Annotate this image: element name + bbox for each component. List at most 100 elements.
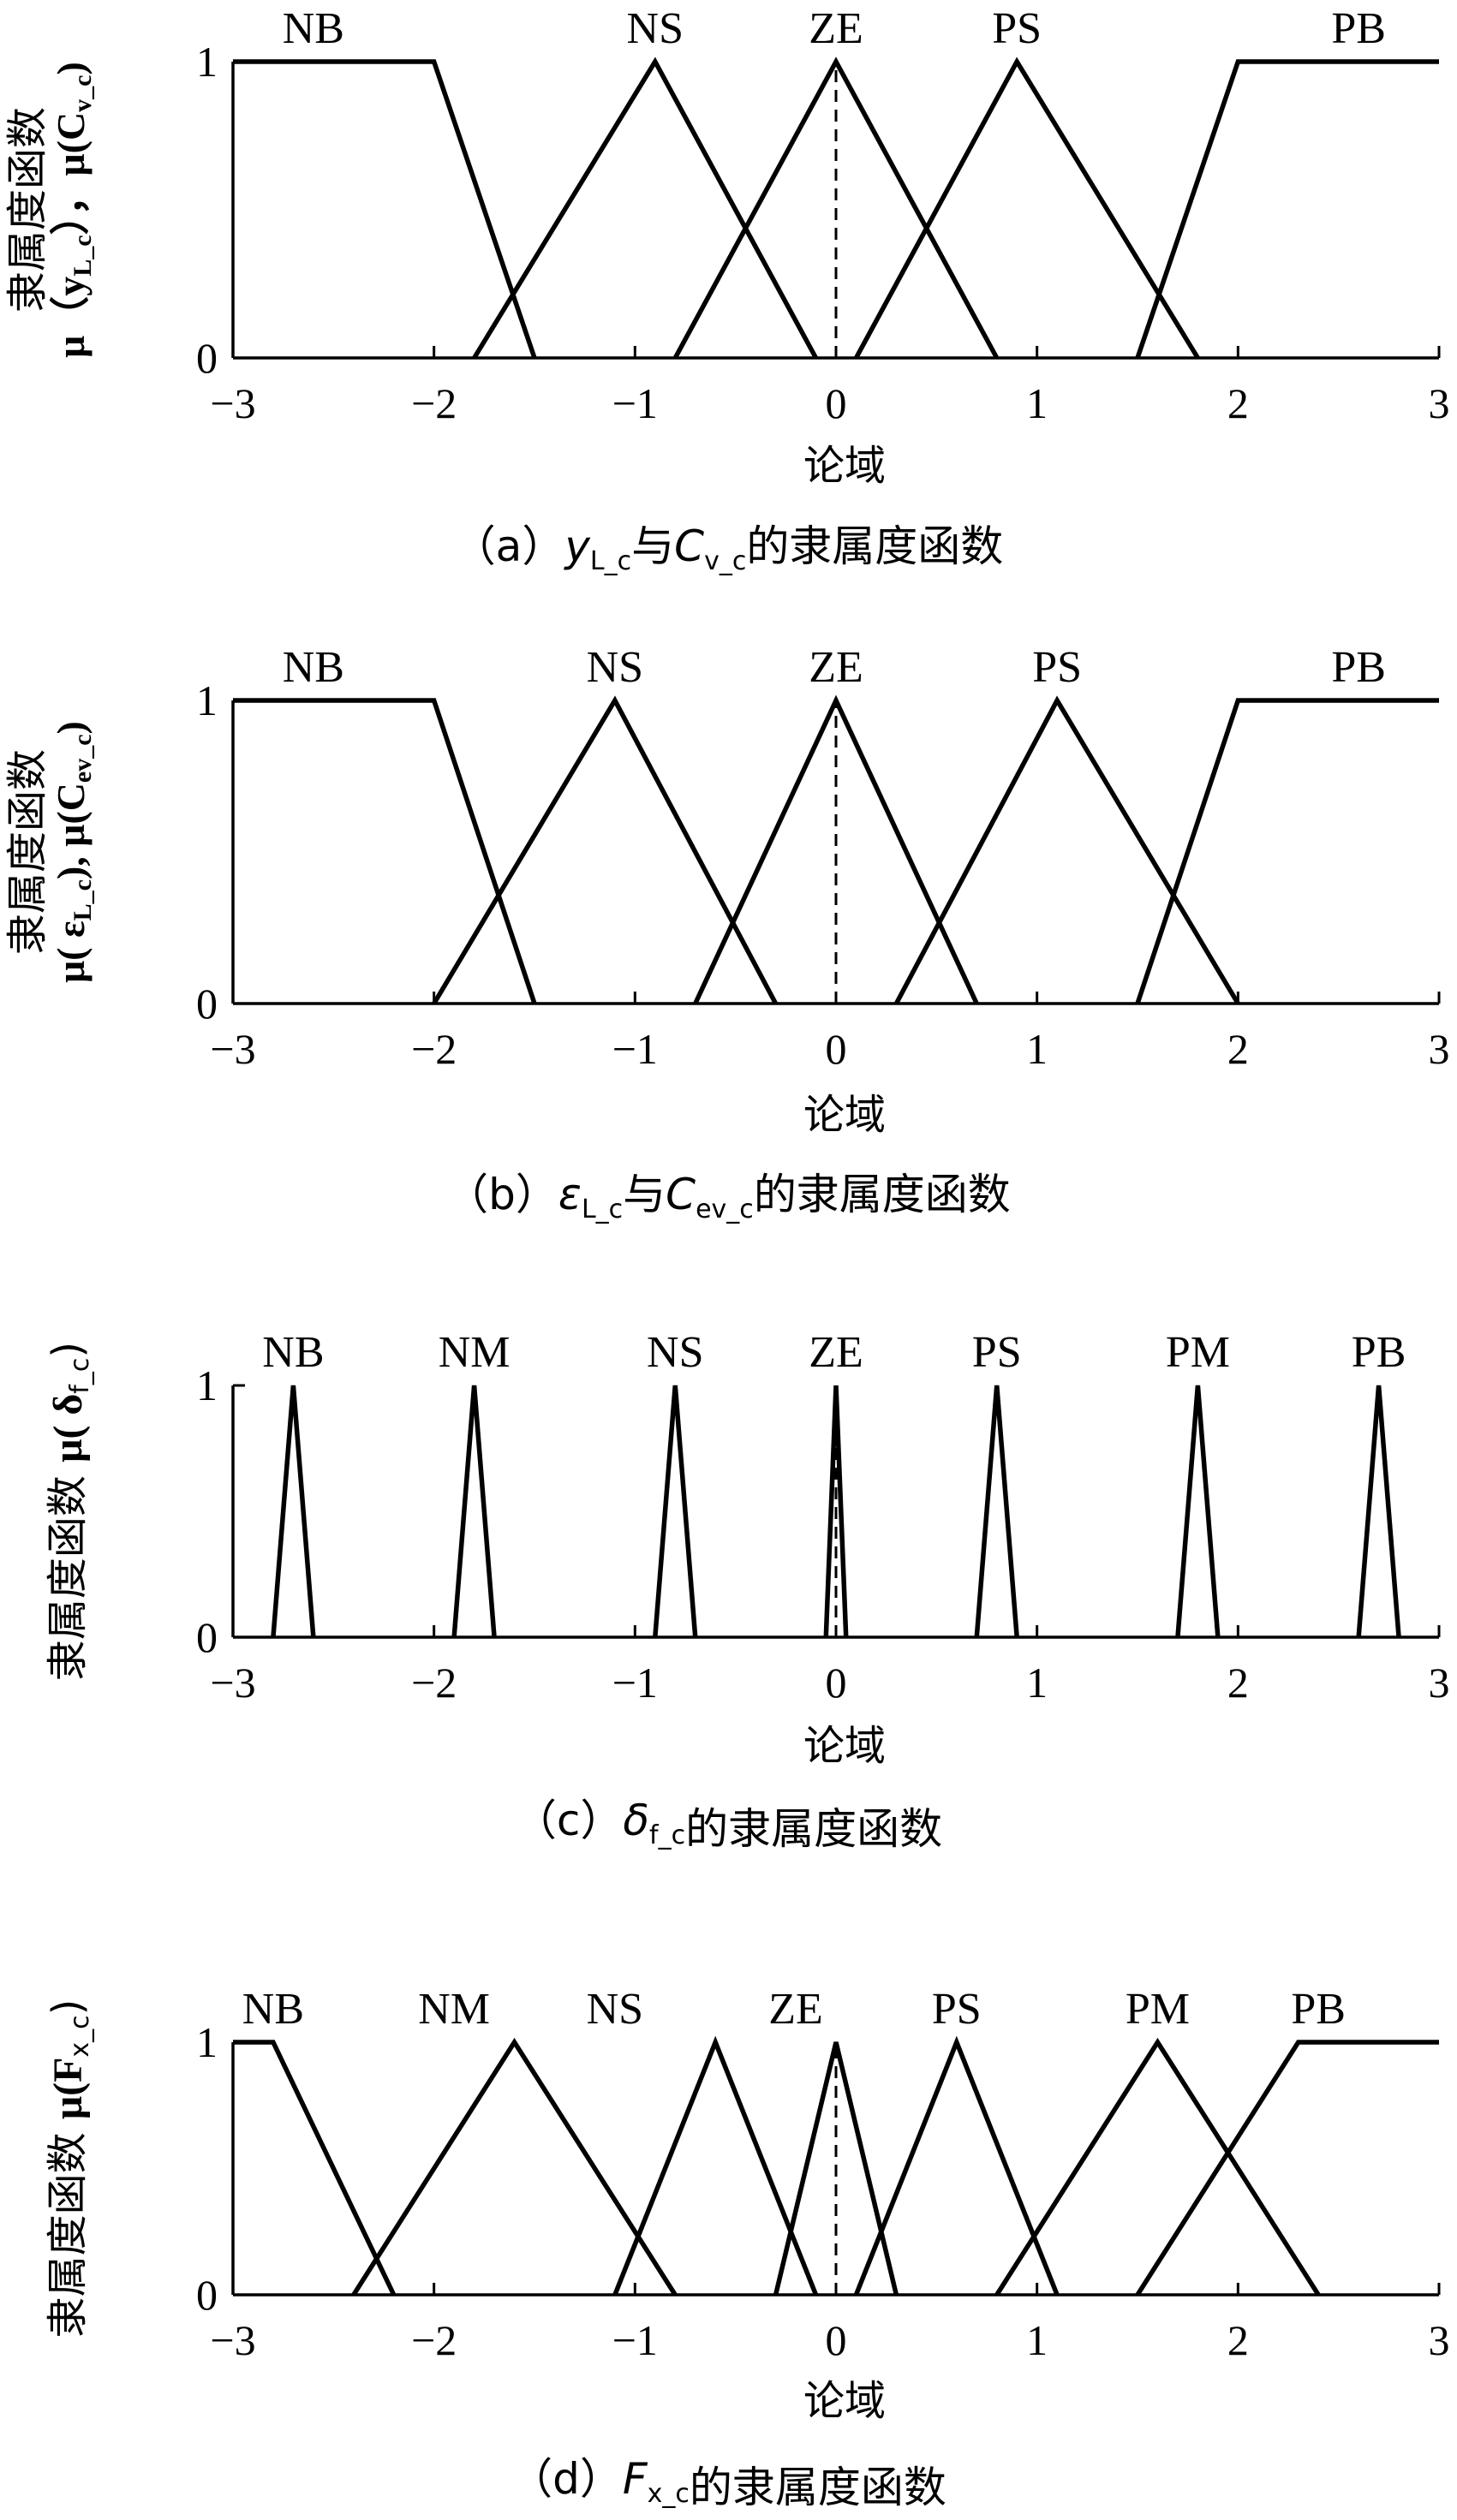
y-tick-label: 1 xyxy=(196,2018,218,2066)
mf-pm xyxy=(994,2037,1321,2297)
mf-ps xyxy=(974,1385,1019,1638)
set-label-pb: PB xyxy=(1331,643,1386,692)
x-tick-label: 2 xyxy=(1227,1659,1249,1707)
y-axis-label: 隶属度函数 xyxy=(3,749,51,955)
mf-nm xyxy=(451,1385,497,1638)
panel-caption: （d）Fx_c的隶属度函数 xyxy=(510,2454,946,2512)
x-tick-label: −3 xyxy=(210,1659,255,1707)
mf-nm xyxy=(351,2037,678,2297)
mf-pb xyxy=(1135,2040,1439,2297)
y-axis-label-math: μ（yL_c），μ(Cv_c) xyxy=(49,62,97,358)
x-tick-label: 1 xyxy=(1026,1025,1048,1073)
x-tick-label: −2 xyxy=(411,1025,457,1073)
y-tick-label: 1 xyxy=(196,676,218,724)
set-label-ps: PS xyxy=(972,1328,1022,1377)
set-label-pb: PB xyxy=(1352,1328,1406,1377)
x-tick-label: −1 xyxy=(612,1025,658,1073)
y-tick-label: 0 xyxy=(196,334,218,382)
y-axis-label-math: μ( εL_c), μ(Cev_c) xyxy=(49,721,97,983)
mf-pb xyxy=(1135,698,1439,1004)
x-tick-label: 1 xyxy=(1026,2316,1048,2364)
x-tick-label: 0 xyxy=(826,1025,847,1073)
x-tick-label: −2 xyxy=(411,2316,457,2364)
x-tick-label: 3 xyxy=(1429,1659,1450,1707)
x-axis-label: 论域 xyxy=(803,2377,886,2425)
x-axis-label: 论域 xyxy=(803,442,886,490)
mf-pb xyxy=(1356,1385,1401,1638)
mf-ns xyxy=(472,57,818,360)
mf-nb xyxy=(271,1385,316,1638)
x-tick-label: 2 xyxy=(1227,1025,1249,1073)
x-tick-label: −3 xyxy=(210,2316,255,2364)
mf-ze xyxy=(672,57,1000,360)
y-axis-label: 隶属度函数 μ( δf_c) xyxy=(44,1342,95,1681)
y-tick-label: 0 xyxy=(196,2271,218,2319)
panel-a: −3 −2 −1 0 1 2 3 0 1 NB NS ZE PS PB 论域 隶属度函数μ（yL_c），μ(C… xyxy=(3,4,1450,576)
set-label-nb: NB xyxy=(242,1985,304,2034)
set-label-ps: PS xyxy=(1032,643,1082,692)
panel-c: −3 −2 −1 0 1 2 3 0 1 NB NM NS ZE PS PM PB 论域 隶属度函数 μ( δf_… xyxy=(44,1328,1450,1854)
mf-ps xyxy=(853,2035,1060,2297)
set-label-ze: ZE xyxy=(809,4,863,53)
mf-ze xyxy=(823,1385,849,1638)
x-tick-label: 3 xyxy=(1429,379,1450,427)
set-label-nb: NB xyxy=(283,643,344,692)
set-label-ns: NS xyxy=(647,1328,703,1377)
set-label-nm: NM xyxy=(418,1985,490,2034)
x-tick-label: 2 xyxy=(1227,2316,1249,2364)
set-label-ns: NS xyxy=(587,1985,643,2034)
set-label-nm: NM xyxy=(439,1328,511,1377)
x-axis-label: 论域 xyxy=(803,1722,886,1770)
x-tick-label: −1 xyxy=(612,379,658,427)
set-label-ze: ZE xyxy=(809,1328,863,1377)
x-tick-label: 0 xyxy=(826,379,847,427)
panel-caption: （a）yL_c与Cv_c的隶属度函数 xyxy=(453,521,1004,576)
x-tick-label: 0 xyxy=(826,2316,847,2364)
panel-caption: （b）εL_c与Cev_c的隶属度函数 xyxy=(445,1170,1011,1224)
x-tick-label: −2 xyxy=(411,1659,457,1707)
x-tick-label: 1 xyxy=(1026,1659,1048,1707)
set-label-ns: NS xyxy=(627,4,684,53)
set-label-pb: PB xyxy=(1291,1985,1346,2034)
x-tick-label: −3 xyxy=(210,1025,255,1073)
mf-pb xyxy=(1135,59,1439,359)
set-label-ns: NS xyxy=(587,643,643,692)
y-tick-label: 0 xyxy=(196,1613,218,1661)
y-tick-label: 1 xyxy=(196,1361,218,1409)
mf-ns xyxy=(653,1385,698,1638)
x-tick-label: −1 xyxy=(612,2316,658,2364)
y-axis-label: 隶属度函数 μ(Fx_c) xyxy=(44,1999,95,2338)
x-tick-label: 3 xyxy=(1429,1025,1450,1073)
x-tick-label: 1 xyxy=(1026,379,1048,427)
set-label-pb: PB xyxy=(1331,4,1386,53)
mf-nb xyxy=(233,698,537,1004)
mf-nb xyxy=(233,2040,397,2297)
x-tick-label: 0 xyxy=(826,1659,847,1707)
x-tick-label: −1 xyxy=(612,1659,658,1707)
set-label-ps: PS xyxy=(932,1985,982,2034)
mf-ps xyxy=(854,57,1200,360)
mf-ze xyxy=(693,694,979,1005)
x-tick-label: −2 xyxy=(411,379,457,427)
y-axis-label: 隶属度函数 xyxy=(3,107,51,313)
x-tick-label: 3 xyxy=(1429,2316,1450,2364)
mf-ns xyxy=(432,695,779,1005)
set-label-ze: ZE xyxy=(768,1985,823,2034)
mf-ze xyxy=(773,2041,899,2296)
set-label-nb: NB xyxy=(262,1328,324,1377)
set-label-ps: PS xyxy=(992,4,1042,53)
mf-nb xyxy=(233,59,537,359)
set-label-ze: ZE xyxy=(809,643,863,692)
y-tick-label: 1 xyxy=(196,38,218,86)
mf-ns xyxy=(612,2035,819,2297)
set-label-pm: PM xyxy=(1126,1985,1190,2034)
mf-pm xyxy=(1175,1385,1221,1638)
set-label-pm: PM xyxy=(1166,1328,1230,1377)
panel-d: −3 −2 −1 0 1 2 3 0 1 NB NM NS ZE PS PM PB 论域 隶属度函数 μ(Fx_c… xyxy=(44,1985,1450,2512)
x-axis-label: 论域 xyxy=(803,1091,886,1139)
x-tick-label: −3 xyxy=(210,379,255,427)
x-tick-label: 2 xyxy=(1227,379,1249,427)
panel-caption: （c）δf_c的隶属度函数 xyxy=(514,1796,942,1854)
